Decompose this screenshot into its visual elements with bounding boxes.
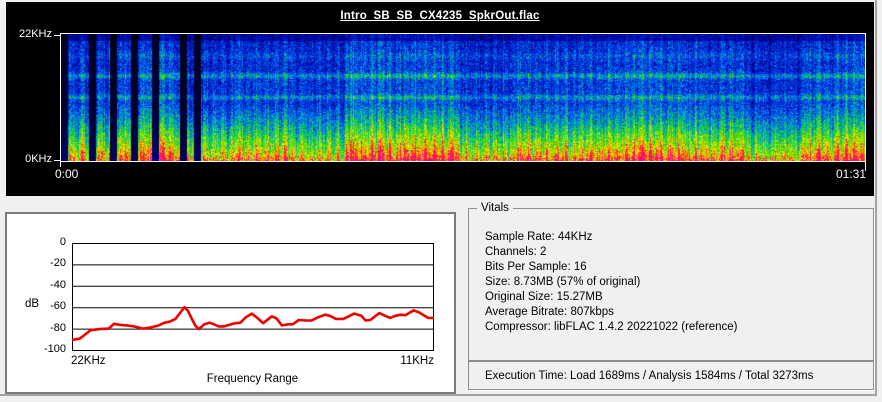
spectrogram-panel: Intro_SB_SB_CX4235_SpkrOut.flac 22KHz 0K… bbox=[6, 2, 874, 196]
execution-time-text: Execution Time: Load 1689ms / Analysis 1… bbox=[485, 370, 814, 382]
spectrogram-ymin-tick bbox=[54, 160, 60, 161]
ytick-0: 0 bbox=[59, 236, 66, 248]
ytick-100: -100 bbox=[43, 343, 66, 355]
spectrogram-ymin-label: 0KHz bbox=[25, 153, 52, 165]
spectrogram-canvas bbox=[61, 34, 865, 161]
window-frame-bottom bbox=[0, 394, 877, 396]
vitals-legend: Vitals bbox=[477, 201, 513, 215]
time-end-label: 01:31 bbox=[835, 167, 866, 181]
chart-title: Frequency Range bbox=[206, 373, 299, 385]
ytick-20: -20 bbox=[50, 257, 66, 270]
frequency-chart-panel: 0 -20 -40 -60 -80 -100 dB 22KHz 11KHz Fr… bbox=[5, 212, 456, 394]
spectrogram-ymax-label: 22KHz bbox=[18, 28, 52, 40]
y-axis-title: dB bbox=[25, 298, 40, 310]
vitals-channels: Channels: 2 bbox=[485, 246, 547, 258]
ytick-60: -60 bbox=[50, 300, 66, 313]
x-start-label: 22KHz bbox=[71, 355, 106, 367]
vitals-original-size: Original Size: 15.27MB bbox=[485, 291, 603, 303]
vitals-bits: Bits Per Sample: 16 bbox=[485, 261, 587, 273]
spectrogram-ymax-tick bbox=[54, 35, 60, 36]
frequency-response-line bbox=[72, 305, 434, 342]
ytick-40: -40 bbox=[50, 278, 66, 291]
vitals-sample-rate: Sample Rate: 44KHz bbox=[485, 231, 593, 243]
vitals-bitrate: Average Bitrate: 807kbps bbox=[485, 306, 614, 318]
spectrogram-plot bbox=[60, 33, 866, 162]
x-end-label: 11KHz bbox=[400, 355, 434, 367]
spectrogram-time-start-tick bbox=[60, 162, 61, 167]
time-start-label: 0:00 bbox=[55, 167, 79, 181]
vitals-groupbox: Vitals Sample Rate: 44KHz Channels: 2 Bi… bbox=[468, 201, 874, 361]
ytick-80: -80 bbox=[50, 321, 66, 334]
vitals-lines: Sample Rate: 44KHz Channels: 2 Bits Per … bbox=[485, 230, 738, 335]
window-frame-right bbox=[875, 0, 877, 396]
frequency-chart-plot bbox=[72, 243, 434, 351]
vitals-compressor: Compressor: libFLAC 1.4.2 20221022 (refe… bbox=[485, 321, 738, 333]
spectrogram-time-end-tick bbox=[865, 162, 866, 171]
execution-time-box: Execution Time: Load 1689ms / Analysis 1… bbox=[468, 361, 874, 390]
vitals-size: Size: 8.73MB (57% of original) bbox=[485, 276, 641, 288]
file-title: Intro_SB_SB_CX4235_SpkrOut.flac bbox=[340, 10, 540, 22]
plot-border bbox=[72, 243, 434, 351]
